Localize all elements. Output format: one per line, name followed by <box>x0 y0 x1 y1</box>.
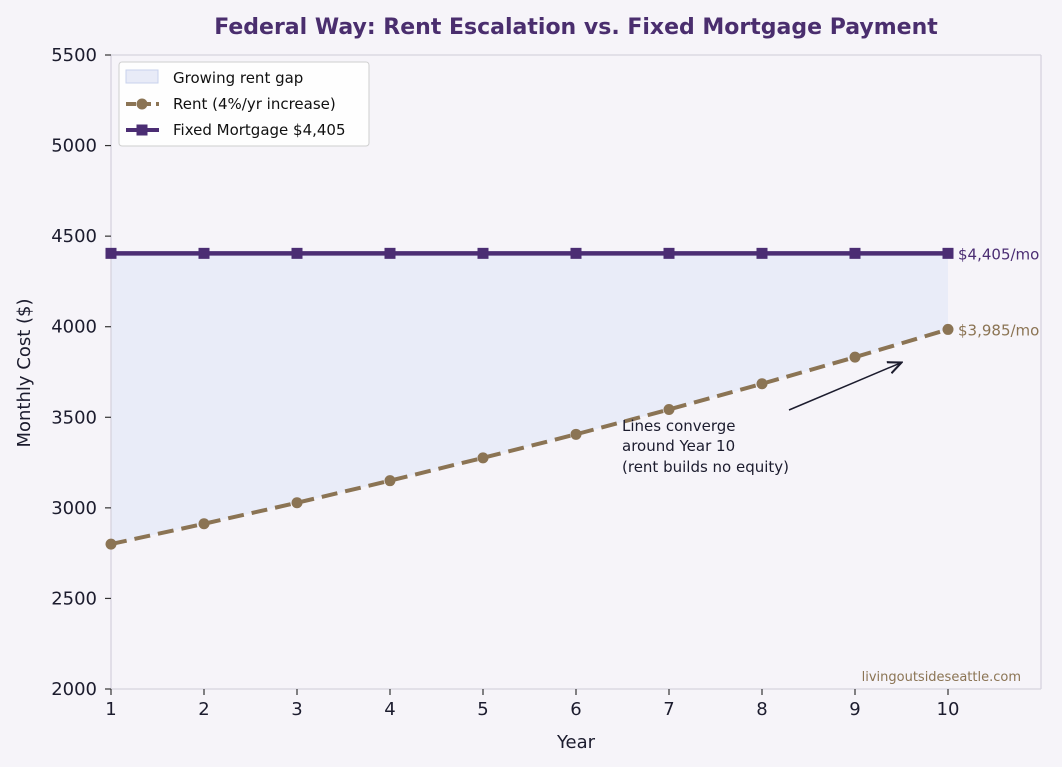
legend-label-rent: Rent (4%/yr increase) <box>173 95 336 113</box>
y-tick-label: 5500 <box>51 45 97 66</box>
x-tick-label: 5 <box>477 699 488 720</box>
mortgage-point <box>756 247 768 259</box>
y-axis-label: Monthly Cost ($) <box>14 298 35 447</box>
x-tick-label: 4 <box>384 699 395 720</box>
mortgage-point <box>849 247 861 259</box>
y-tick-label: 2000 <box>51 679 97 700</box>
rent-end-label: $3,985/mo <box>958 321 1039 339</box>
legend: Growing rent gap Rent (4%/yr increase) F… <box>118 61 370 147</box>
x-tick-label: 8 <box>756 699 767 720</box>
mortgage-point <box>570 247 582 259</box>
y-tick-label: 5000 <box>51 136 97 157</box>
legend-marker-mortgage <box>136 124 148 136</box>
rent-point <box>291 497 303 509</box>
mortgage-end-label: $4,405/mo <box>958 245 1039 263</box>
rent-point <box>849 351 861 363</box>
rent-point <box>198 518 210 530</box>
x-axis-label: Year <box>556 732 596 753</box>
x-tick-label: 9 <box>849 699 860 720</box>
mortgage-point <box>477 247 489 259</box>
legend-label-gap: Growing rent gap <box>173 69 303 87</box>
y-tick-label: 4000 <box>51 317 97 338</box>
rent-point <box>477 452 489 464</box>
annotation-line-1: Lines converge <box>622 417 736 435</box>
x-tick-label: 3 <box>291 699 302 720</box>
legend-label-mortgage: Fixed Mortgage $4,405 <box>173 121 346 139</box>
mortgage-point <box>198 247 210 259</box>
mortgage-point <box>663 247 675 259</box>
rent-point <box>384 475 396 487</box>
annotation-line-2: around Year 10 <box>622 437 735 455</box>
x-tick-label: 7 <box>663 699 674 720</box>
x-tick-label: 1 <box>105 699 116 720</box>
legend-box <box>118 61 370 147</box>
rent-gap-area <box>111 253 948 545</box>
y-tick-label: 4500 <box>51 226 97 247</box>
rent-point <box>663 403 675 415</box>
rent-point <box>105 538 117 550</box>
annotation-arrow <box>788 363 902 411</box>
legend-marker-rent <box>136 98 148 110</box>
rent-point <box>570 428 582 440</box>
x-tick-label: 6 <box>570 699 581 720</box>
mortgage-point <box>384 247 396 259</box>
mortgage-point <box>291 247 303 259</box>
mortgage-point <box>105 247 117 259</box>
y-tick-label: 2500 <box>51 588 97 609</box>
annotation-line-3: (rent builds no equity) <box>622 458 789 476</box>
legend-swatch-gap <box>125 69 159 84</box>
rent-point <box>756 378 768 390</box>
x-tick-label: 2 <box>198 699 209 720</box>
y-tick-label: 3500 <box>51 407 97 428</box>
x-tick-label: 10 <box>937 699 960 720</box>
mortgage-point <box>942 247 954 259</box>
y-tick-label: 3000 <box>51 498 97 519</box>
plot-area: 2000 2500 3000 3500 4000 4500 5000 5500 1 2 3 4 5 6 7 8… <box>51 45 1042 720</box>
watermark: livingoutsideseattle.com <box>862 670 1021 685</box>
rent-point <box>942 323 954 335</box>
chart-title: Federal Way: Rent Escalation vs. Fixed M… <box>214 15 938 40</box>
